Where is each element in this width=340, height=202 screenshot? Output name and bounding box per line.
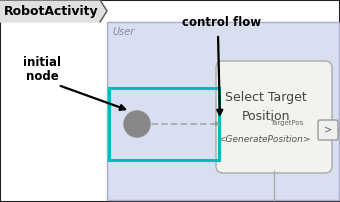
Text: RobotActivity: RobotActivity	[4, 4, 99, 18]
Text: TargetPos: TargetPos	[270, 120, 303, 126]
Bar	[107, 22, 339, 200]
Text: >: >	[324, 125, 332, 135]
Text: initial: initial	[23, 56, 61, 68]
Text: <GeneratePosition>: <GeneratePosition>	[218, 136, 310, 144]
Text: Position: Position	[242, 109, 290, 122]
Text: User: User	[112, 27, 134, 37]
Bar	[109, 88, 219, 160]
Polygon shape	[0, 0, 107, 22]
Circle shape	[124, 111, 150, 137]
Text: control flow: control flow	[183, 16, 261, 28]
FancyBboxPatch shape	[216, 61, 332, 173]
FancyBboxPatch shape	[318, 120, 338, 140]
Text: node: node	[26, 69, 58, 82]
Text: Select Target: Select Target	[225, 92, 307, 104]
